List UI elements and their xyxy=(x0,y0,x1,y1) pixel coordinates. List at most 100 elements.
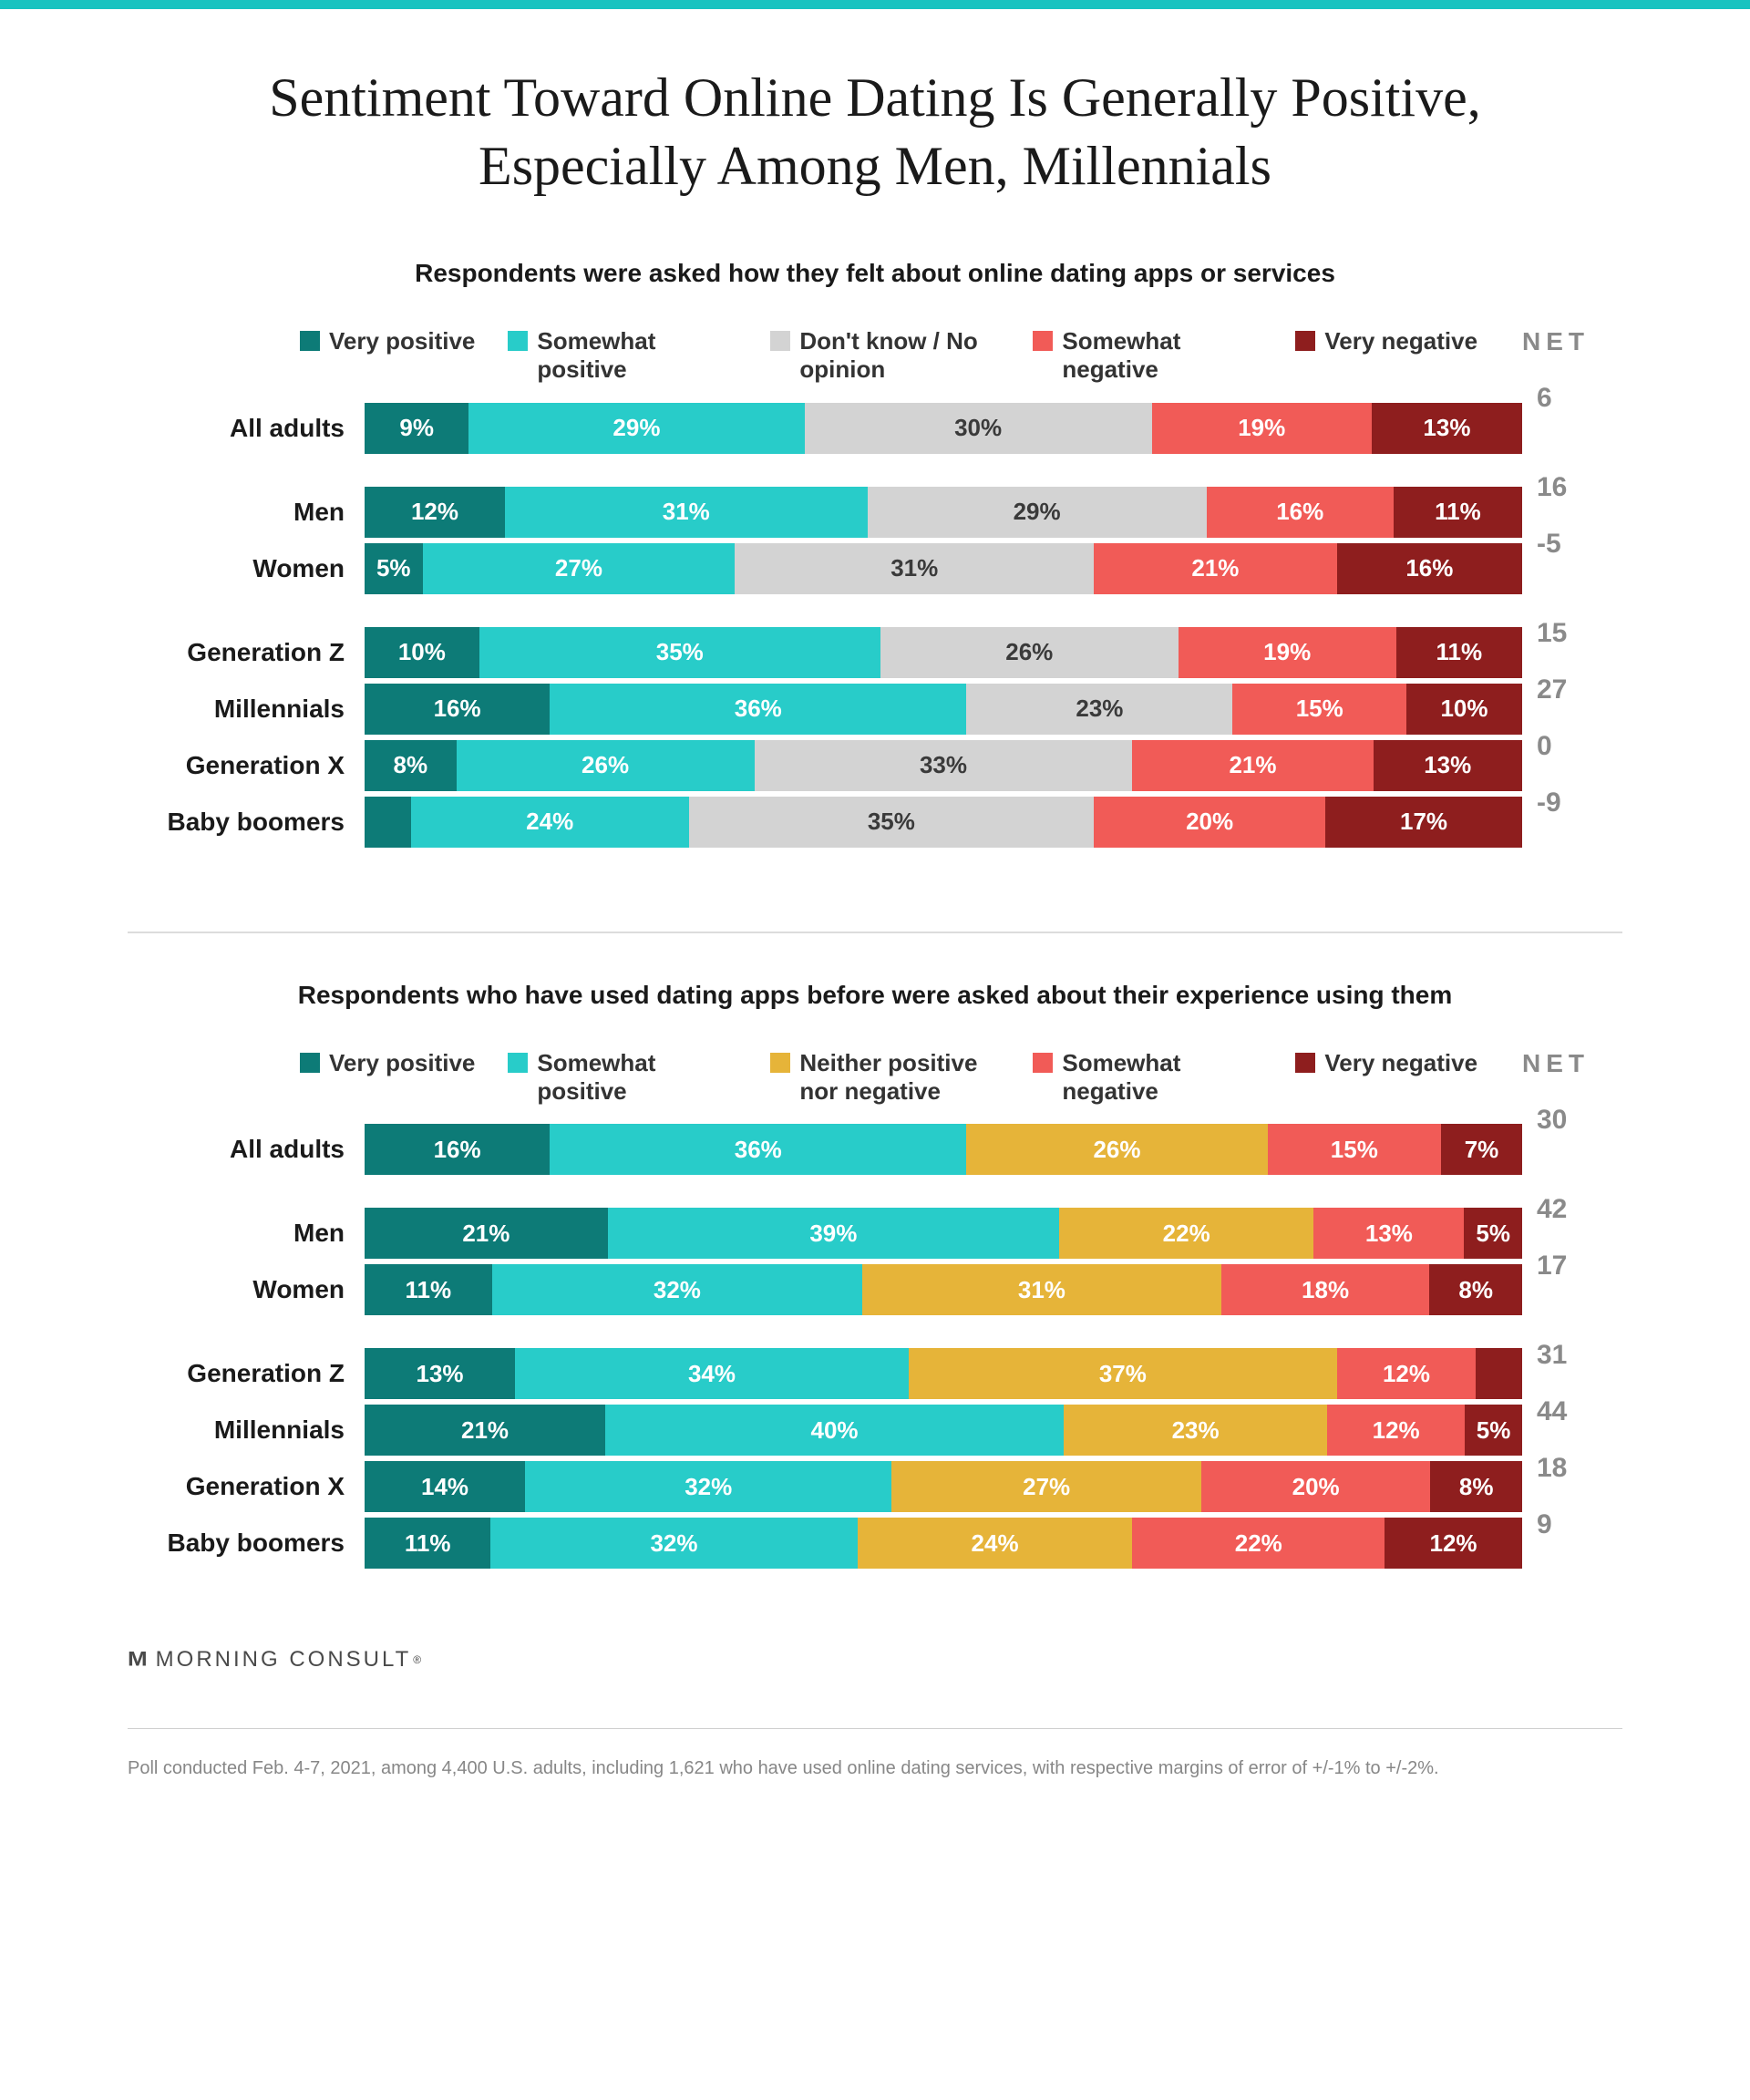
stacked-bar: 21%39%22%13%5% xyxy=(365,1208,1522,1259)
net-row: -5 xyxy=(1522,519,1622,570)
brand-text: MORNING CONSULT xyxy=(156,1647,412,1673)
stacked-bar: 21%40%23%12%5% xyxy=(365,1405,1522,1456)
bar-segment: 36% xyxy=(550,1124,966,1175)
bar-segment xyxy=(365,797,411,848)
net-row: 42 xyxy=(1522,1184,1622,1235)
bar-segment: 12% xyxy=(1327,1405,1465,1456)
stacked-bar: 24%35%20%17% xyxy=(365,797,1522,848)
legend-label: Neither positive nor negative xyxy=(799,1049,1000,1106)
bar-segment: 35% xyxy=(479,627,880,678)
stacked-bar: 5%27%31%21%16% xyxy=(365,543,1522,594)
net-header: NET xyxy=(1522,327,1590,356)
legend-label: Somewhat negative xyxy=(1062,1049,1262,1106)
bar-segment: 15% xyxy=(1232,684,1406,735)
bar-row: Men12%31%29%16%11% xyxy=(128,487,1522,538)
row-label: Millennials xyxy=(128,1415,365,1445)
bar-segment: 29% xyxy=(868,487,1207,538)
bar-segment: 21% xyxy=(1132,740,1373,791)
bar-segment: 27% xyxy=(891,1461,1201,1512)
brand-mark-icon: M xyxy=(128,1647,150,1671)
net-row: 31 xyxy=(1522,1330,1622,1381)
bar-segment: 26% xyxy=(457,740,755,791)
net-value: 17 xyxy=(1522,1251,1622,1282)
legend: Very positive Somewhat positive Neither po… xyxy=(255,1049,1522,1106)
legend-swatch xyxy=(508,331,528,351)
net-row: 27 xyxy=(1522,664,1622,715)
bar-segment: 7% xyxy=(1441,1124,1522,1175)
chart-left: Very positive Somewhat positive Neither po… xyxy=(128,1049,1522,1601)
row-label: Women xyxy=(128,554,365,583)
bar-segment: 11% xyxy=(365,1264,492,1315)
bar-segment: 10% xyxy=(1406,684,1522,735)
legend-label: Very negative xyxy=(1324,1049,1477,1077)
bar-segment: 9% xyxy=(365,403,468,454)
bar-row: Women11%32%31%18%8% xyxy=(128,1264,1522,1315)
legend: Very positiveSomewhat positiveDon't know… xyxy=(255,327,1522,384)
row-group: Men12%31%29%16%11%Women5%27%31%21%16% xyxy=(128,487,1522,594)
bar-segment: 22% xyxy=(1059,1208,1313,1259)
footnote: Poll conducted Feb. 4-7, 2021, among 4,4… xyxy=(128,1728,1622,1782)
bar-segment: 26% xyxy=(880,627,1179,678)
bar-row: Generation X8%26%33%21%13% xyxy=(128,740,1522,791)
net-row: 17 xyxy=(1522,1240,1622,1292)
net-value: 15 xyxy=(1522,618,1622,649)
row-label: Generation X xyxy=(128,751,365,780)
chart-right: NET3042173144189 xyxy=(1522,1049,1622,1601)
net-row: 16 xyxy=(1522,462,1622,513)
legend-item: Very negative xyxy=(1295,1049,1477,1077)
net-value: 44 xyxy=(1522,1396,1622,1427)
bar-segment: 16% xyxy=(365,684,550,735)
bar-segment: 40% xyxy=(605,1405,1064,1456)
legend-label: Somewhat positive xyxy=(537,1049,737,1106)
row-group-net: 6 xyxy=(1522,373,1622,429)
bar-segment: 33% xyxy=(755,740,1133,791)
trademark-icon: ® xyxy=(413,1653,424,1666)
row-label: Millennials xyxy=(128,695,365,724)
bar-segment: 17% xyxy=(1325,797,1522,848)
legend-swatch xyxy=(300,1053,320,1073)
bar-segment: 32% xyxy=(490,1518,857,1569)
bar-segment: 12% xyxy=(365,487,505,538)
chart-area: Very positive Somewhat positive Neither po… xyxy=(128,1049,1622,1601)
chart-right: NET616-515270-9 xyxy=(1522,327,1622,880)
stacked-bar: 14%32%27%20%8% xyxy=(365,1461,1522,1512)
row-label: Men xyxy=(128,498,365,527)
row-group-net: 15270-9 xyxy=(1522,608,1622,834)
legend-label: Very positive xyxy=(329,1049,475,1077)
legend-item: Somewhat negative xyxy=(1033,327,1262,384)
row-label: All adults xyxy=(128,1135,365,1164)
legend-swatch xyxy=(1033,1053,1053,1073)
bar-segment: 31% xyxy=(735,543,1094,594)
bar-segment: 19% xyxy=(1152,403,1372,454)
net-value: -5 xyxy=(1522,529,1622,560)
bar-segment: 16% xyxy=(1337,543,1522,594)
net-row: 9 xyxy=(1522,1499,1622,1550)
net-value: 42 xyxy=(1522,1194,1622,1225)
row-label: Baby boomers xyxy=(128,808,365,837)
bar-row: All adults9%29%30%19%13% xyxy=(128,403,1522,454)
bar-row: Millennials16%36%23%15%10% xyxy=(128,684,1522,735)
net-row: 0 xyxy=(1522,721,1622,772)
chart-title: Sentiment Toward Online Dating Is Genera… xyxy=(128,64,1622,201)
bar-row: Baby boomers11%32%24%22%12% xyxy=(128,1518,1522,1569)
stacked-bar: 11%32%31%18%8% xyxy=(365,1264,1522,1315)
bar-segment: 5% xyxy=(1465,1405,1522,1456)
bar-segment: 31% xyxy=(862,1264,1221,1315)
legend-item: Somewhat negative xyxy=(1033,1049,1262,1106)
stacked-bar: 12%31%29%16%11% xyxy=(365,487,1522,538)
bar-segment xyxy=(1476,1348,1522,1399)
net-header: NET xyxy=(1522,1049,1590,1078)
bar-segment: 37% xyxy=(909,1348,1337,1399)
accent-bar xyxy=(0,0,1750,9)
section-subtitle: Respondents were asked how they felt abo… xyxy=(128,255,1622,291)
legend-item: Don't know / No opinion xyxy=(770,327,1000,384)
legend-swatch xyxy=(1295,1053,1315,1073)
bar-row: Millennials21%40%23%12%5% xyxy=(128,1405,1522,1456)
bar-row: Generation Z10%35%26%19%11% xyxy=(128,627,1522,678)
bar-segment: 27% xyxy=(423,543,736,594)
legend-swatch xyxy=(1033,331,1053,351)
legend-item: Somewhat positive xyxy=(508,327,737,384)
row-group: All adults16%36%26%15%7% xyxy=(128,1124,1522,1175)
net-row: 6 xyxy=(1522,373,1622,424)
net-value: 0 xyxy=(1522,731,1622,762)
